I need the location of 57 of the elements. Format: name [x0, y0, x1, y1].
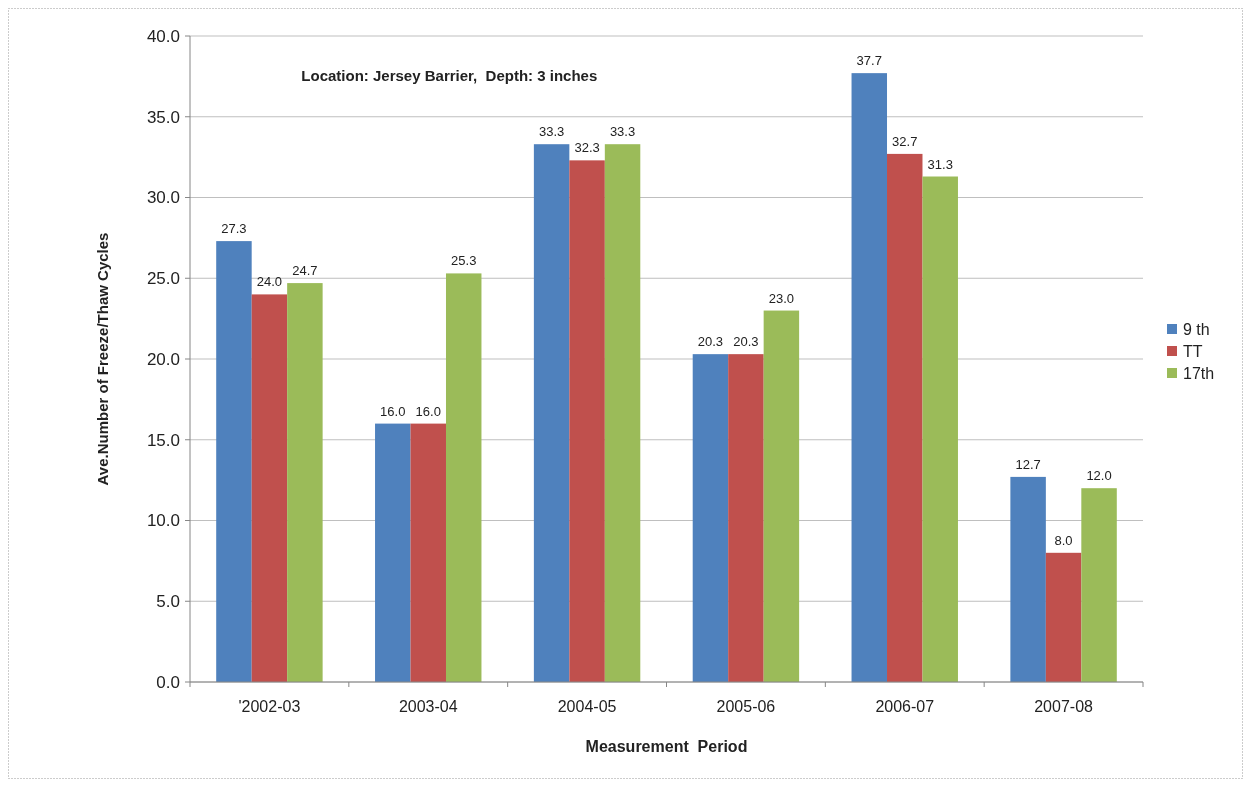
x-tick-label: 2003-04	[398, 698, 458, 715]
data-label: 24.0	[256, 274, 283, 290]
bar	[1045, 552, 1082, 682]
y-tick-label: 10.0	[146, 511, 180, 531]
data-label: 20.3	[733, 334, 759, 350]
legend-label: 17th	[1183, 364, 1215, 382]
data-label: 16.0	[415, 403, 441, 419]
bar	[887, 153, 923, 682]
y-tick-label: 35.0	[146, 107, 180, 127]
data-label: 27.3	[221, 221, 247, 237]
data-label: 16.0	[380, 403, 406, 419]
y-tick-label: 5.0	[156, 592, 180, 612]
bar	[569, 160, 605, 682]
x-tick-label: 2007-08	[1034, 698, 1094, 715]
y-tick-label: 15.0	[146, 430, 180, 450]
data-label: 20.3	[697, 334, 724, 350]
data-label: 8.0	[1054, 532, 1073, 548]
data-label: 33.3	[609, 124, 636, 140]
bar	[533, 144, 570, 682]
bar	[1081, 488, 1117, 682]
x-tick-label: 2006-07	[875, 698, 935, 715]
y-tick-label: 30.0	[146, 188, 180, 208]
data-label: 31.3	[927, 156, 953, 172]
data-label: 23.0	[768, 290, 795, 306]
bar	[763, 310, 800, 682]
y-tick-label: 20.0	[146, 349, 180, 369]
x-axis-title: Measurement Period	[585, 738, 748, 755]
bar	[692, 354, 729, 682]
data-label: 33.3	[538, 124, 565, 140]
bar	[922, 176, 958, 682]
bar	[251, 294, 288, 682]
bar	[410, 423, 446, 682]
data-label: 24.7	[292, 263, 318, 279]
data-label: 37.7	[856, 53, 882, 69]
y-axis-title: Ave.Number of Freeze/Thaw Cycles	[94, 232, 111, 486]
text: Location: Jersey Barrier, Depth: 3 inches	[301, 67, 598, 84]
bar	[287, 283, 323, 682]
data-label: 12.0	[1086, 468, 1112, 484]
legend-label: 9 th	[1183, 320, 1210, 338]
data-label: 25.3	[451, 253, 477, 269]
y-tick-label: 25.0	[146, 269, 180, 289]
x-tick-label: '2002-03	[238, 698, 301, 715]
bar	[375, 423, 411, 682]
x-tick-label: 2005-06	[716, 698, 776, 715]
bar	[1010, 476, 1046, 682]
x-tick-label: 2004-05	[557, 698, 617, 715]
bar	[851, 73, 888, 682]
bar	[445, 273, 482, 682]
bar	[216, 241, 252, 682]
data-label: 32.3	[574, 140, 600, 156]
legend-label: TT	[1183, 342, 1203, 360]
y-tick-label: 40.0	[146, 26, 180, 46]
bar	[728, 354, 764, 682]
bar	[604, 144, 641, 682]
y-tick-label: 0.0	[156, 672, 180, 692]
data-label: 32.7	[892, 133, 918, 149]
data-label: 12.7	[1015, 456, 1041, 472]
